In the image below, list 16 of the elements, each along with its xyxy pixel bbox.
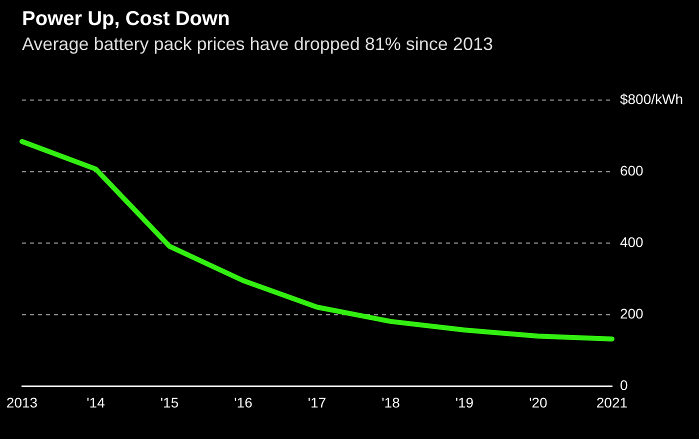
y-tick-label: 600 <box>620 162 644 178</box>
x-tick-label: '18 <box>382 394 400 410</box>
x-tick-label: '19 <box>455 394 474 410</box>
x-tick-label: '20 <box>529 394 548 410</box>
x-tick-label: '14 <box>86 394 106 410</box>
y-tick-label: 0 <box>620 377 628 394</box>
chart-subtitle: Average battery pack prices have dropped 81% since 2013 <box>22 34 493 55</box>
y-tick-label: 200 <box>620 306 644 322</box>
chart-title: Power Up, Cost Down <box>22 8 230 31</box>
x-tick-label: 2013 <box>6 394 38 410</box>
x-tick-label: '15 <box>160 394 179 410</box>
y-tick-label: $800/kWh <box>620 90 684 107</box>
x-tick-label: '16 <box>234 394 253 410</box>
x-tick-label: 2021 <box>596 394 628 410</box>
y-tick-label: 400 <box>620 234 644 250</box>
x-tick-label: '17 <box>308 394 326 410</box>
